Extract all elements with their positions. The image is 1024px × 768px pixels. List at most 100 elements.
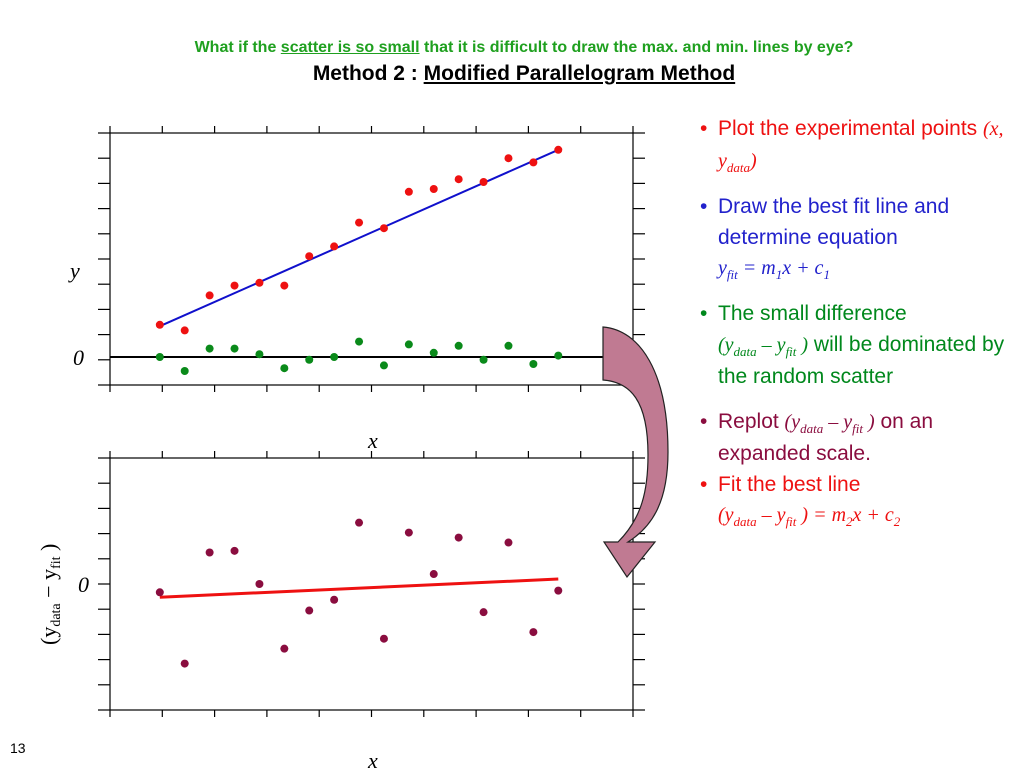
replot-point [529, 628, 538, 637]
bottom-plot: 0 (ydata − yfit ) x [36, 451, 645, 768]
math-part: (y [784, 411, 801, 433]
math-sub: 1 [775, 267, 783, 282]
residual-point [155, 353, 164, 361]
bullet-text: Draw the best fit line and determine equ… [718, 195, 950, 249]
replot-point [280, 644, 289, 653]
replot-point [404, 528, 413, 537]
math-part: – y [756, 334, 786, 356]
residual-point [305, 355, 314, 364]
residual-point [205, 344, 214, 353]
data-point [479, 178, 488, 186]
bullet-math: (ydata – yfit ) [784, 411, 875, 436]
residual-point [355, 337, 364, 346]
bullet-text: Fit the best line [718, 473, 861, 496]
residual-point [379, 361, 388, 370]
math-sub: data [733, 344, 757, 359]
replot-point [155, 588, 164, 597]
data-point [155, 320, 164, 329]
bullet-fit-best-line: Fit the best line(ydata – yfit ) = m2x +… [700, 469, 1020, 531]
heading: What if the scatter is so small that it … [0, 38, 1024, 88]
math-part: – y [756, 504, 786, 526]
replot-point [205, 548, 214, 557]
residual-point [230, 344, 239, 353]
residual-point [479, 355, 488, 364]
residual-point [429, 348, 438, 357]
math-sub: 2 [893, 514, 901, 529]
math-sub: data [800, 421, 824, 436]
slide-title: Method 2 : Modified Parallelogram Method [0, 60, 1024, 88]
residual-point [180, 367, 189, 375]
replot-point [454, 533, 463, 542]
replot-point [305, 606, 314, 615]
top-plot: y 0 x [68, 126, 645, 453]
page-number: 13 [10, 740, 26, 756]
math-sub: fit [785, 344, 797, 359]
math-sub: fit [785, 514, 797, 529]
data-point [180, 326, 189, 335]
bottom-y-label-part: ) [36, 544, 61, 557]
top-plot-lines [110, 148, 633, 358]
bullet-plot-points: Plot the experimental points (x, ydata) [700, 113, 1020, 177]
math-sub: data [726, 160, 751, 175]
bullet-text: on an expanded scale. [718, 410, 934, 465]
math-part: – y [823, 411, 853, 433]
math-sub: fit [852, 421, 863, 436]
top-y-axis-label: y [68, 258, 80, 283]
bottom-y-label-part: − y [36, 569, 61, 603]
residual-point [255, 350, 264, 359]
bottom-y-axis-label: (ydata − yfit ) [36, 544, 64, 645]
math-part: ) = m [796, 504, 847, 526]
math-part: = m [737, 257, 776, 279]
math-part: (y [718, 334, 734, 356]
slide-subtitle: What if the scatter is so small that it … [0, 38, 1024, 58]
data-point [454, 175, 463, 184]
data-point [529, 158, 538, 167]
math-part: (x, y [718, 118, 1004, 172]
best-fit-line [159, 148, 559, 328]
replot-point [230, 546, 239, 555]
math-part: x + c [782, 257, 824, 279]
title-underlined-phrase: Modified Parallelogram Method [423, 62, 736, 85]
bottom-plot-frame [109, 457, 634, 711]
bullet-text: Replot [718, 410, 785, 433]
residual-point [504, 341, 513, 350]
replot-point [379, 634, 388, 643]
bottom-plot-ticks [98, 451, 645, 717]
math-part: ) [862, 411, 875, 433]
bullet-list: Plot the experimental points (x, ydata) … [700, 113, 1020, 545]
data-point [205, 291, 214, 300]
math-part: y [718, 257, 727, 279]
data-point [429, 185, 438, 193]
bullet-best-fit: Draw the best fit line and determine equ… [700, 191, 1020, 284]
math-sub: fit [726, 267, 738, 282]
top-plot-ticks [98, 126, 645, 392]
top-x-axis-label: x [367, 428, 378, 453]
bullet-math: yfit = m1x + c1 [718, 253, 1020, 284]
bullet-text: will be dominated by the random scatter [718, 333, 1005, 388]
math-part: ) [750, 150, 757, 172]
data-point [305, 252, 314, 261]
data-point [355, 218, 364, 227]
math-part: (y [718, 504, 734, 526]
data-point [330, 242, 339, 251]
data-point [504, 154, 513, 163]
curved-arrow-shape [602, 326, 669, 579]
bullet-replot: Replot (ydata – yfit ) on an expanded sc… [700, 406, 1020, 469]
math-sub: 1 [823, 267, 830, 282]
bullet-math: (ydata – yfit ) = m2x + c2 [718, 500, 1020, 531]
data-point [230, 281, 239, 290]
replot-point [255, 580, 264, 588]
residual-point [280, 364, 289, 373]
replot-point [355, 518, 364, 527]
math-part: ) [796, 334, 809, 356]
title-text-start: Method 2 : [312, 62, 424, 85]
replot-point [479, 608, 488, 617]
replot-point [504, 538, 513, 547]
residual-point [404, 340, 413, 349]
data-point [554, 145, 563, 154]
data-point [255, 278, 264, 287]
bullet-math: (x, ydata) [718, 118, 1004, 175]
replot-point [554, 586, 563, 595]
bottom-y-label-sub: data [49, 603, 64, 627]
bullet-math: (ydata – yfit ) [718, 334, 809, 359]
